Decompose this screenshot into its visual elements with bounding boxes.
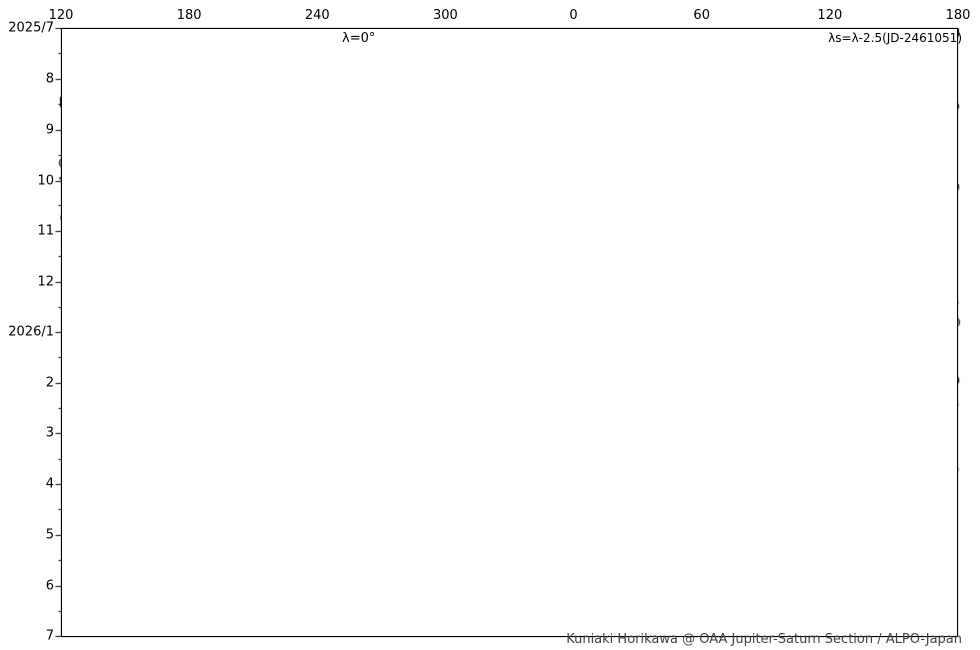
- x-tick-label-5: 60: [693, 8, 710, 23]
- x-tick-label-1: 180: [176, 8, 202, 23]
- x-tick-label-2: 240: [304, 8, 330, 23]
- y-tick-label-7: 2: [45, 375, 54, 391]
- y-tick-label-3: 10: [37, 173, 54, 189]
- x-tick-label-4: 0: [569, 8, 578, 23]
- ls-formula-annotation: λs=λ-2.5(JD-2461051): [828, 31, 962, 45]
- y-tick-label-8: 3: [45, 425, 54, 441]
- y-tick-label-2: 9: [45, 122, 54, 138]
- y-tick-label-9: 4: [45, 476, 54, 492]
- plot-frame: [61, 28, 958, 637]
- y-tick-label-1: 8: [45, 71, 54, 87]
- y-tick-label-6: 2026/1: [8, 324, 54, 340]
- y-tick-label-11: 6: [45, 578, 54, 594]
- x-tick-label-6: 120: [817, 8, 843, 23]
- x-tick-label-3: 300: [433, 8, 458, 23]
- y-tick-label-0: 2025/7: [8, 20, 54, 36]
- lambda-zero-annotation: λ=0°: [342, 31, 376, 46]
- y-tick-label-10: 5: [45, 527, 54, 543]
- credit-caption: Kuniaki Horikawa @ OAA Jupiter-Saturn Se…: [566, 632, 962, 647]
- y-tick-label-5: 12: [37, 274, 54, 290]
- x-tick-label-7: 180: [945, 8, 971, 23]
- y-tick-label-12: 7: [45, 628, 54, 644]
- y-tick-label-4: 11: [37, 223, 54, 239]
- x-tick-label-0: 120: [48, 8, 74, 23]
